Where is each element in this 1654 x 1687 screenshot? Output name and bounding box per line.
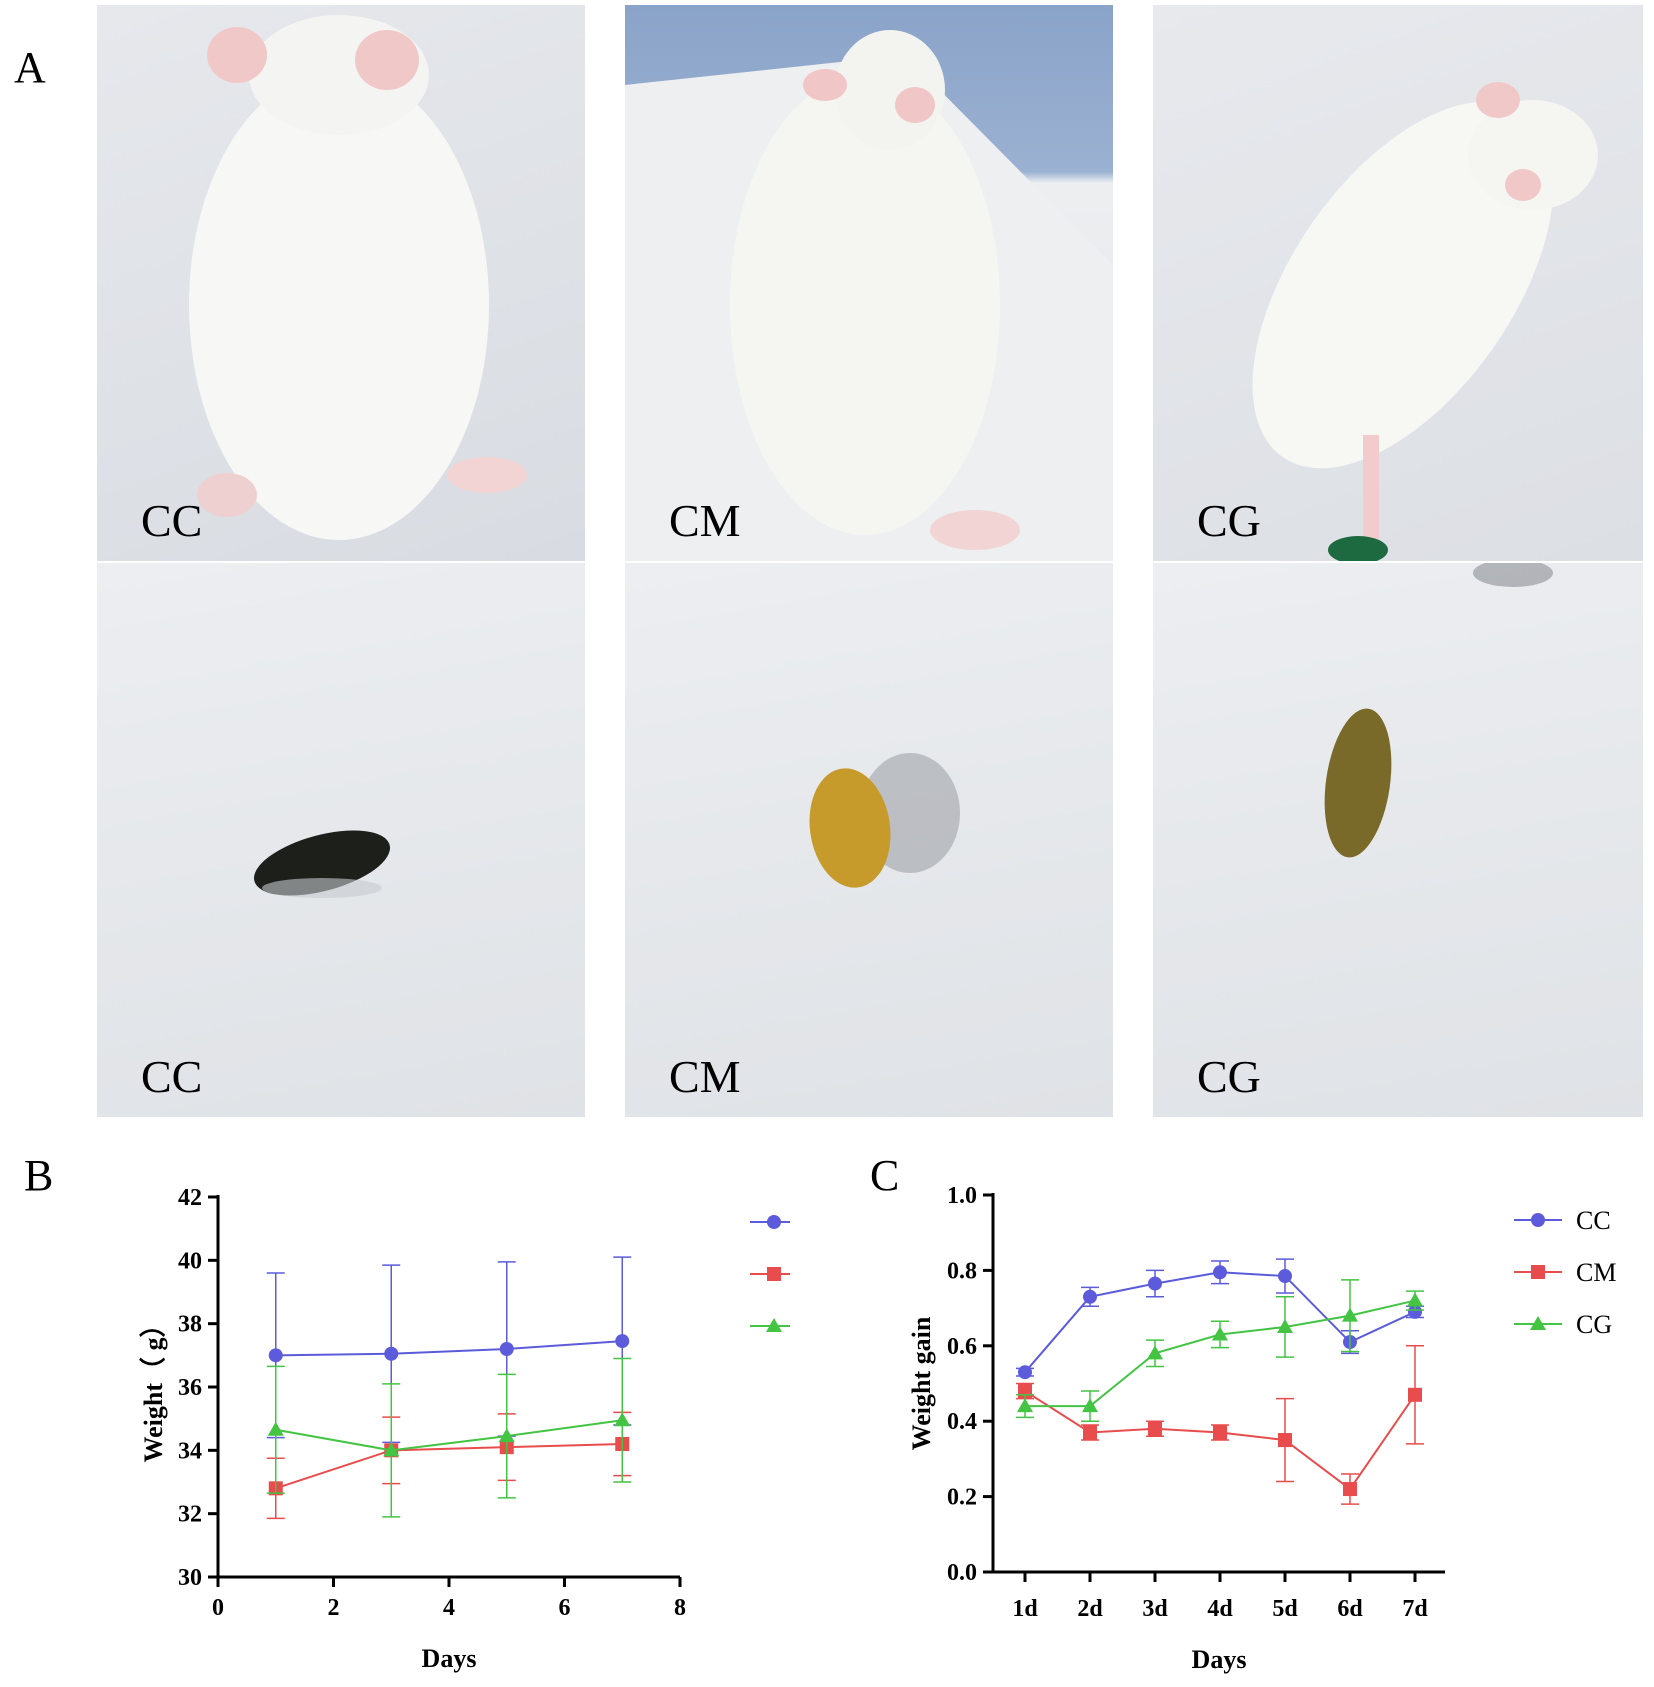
x-tick-label: 4d xyxy=(1207,1596,1233,1622)
data-point xyxy=(384,1346,399,1361)
x-tick-label: 3d xyxy=(1142,1596,1168,1622)
y-tick-label: 0.2 xyxy=(947,1485,977,1511)
x-tick-label: 5d xyxy=(1272,1596,1298,1622)
data-point xyxy=(267,1421,284,1436)
data-point xyxy=(1531,1265,1545,1279)
legend-label: CG xyxy=(1576,1310,1612,1339)
x-tick-label: 7d xyxy=(1402,1596,1428,1622)
data-point xyxy=(383,1442,400,1457)
y-tick-label: 1.0 xyxy=(947,1183,977,1209)
photo-mouse-cm: CM xyxy=(625,5,1113,561)
data-point xyxy=(1407,1292,1423,1307)
mouse-illustration xyxy=(625,30,1113,561)
y-axis-title: Weight gain xyxy=(907,1316,936,1450)
y-tick-label: 38 xyxy=(178,1312,202,1338)
data-point xyxy=(1343,1482,1357,1497)
x-tick-label: 6 xyxy=(559,1595,571,1621)
photo-caption: CM xyxy=(669,1051,741,1102)
feces-illustration xyxy=(809,753,960,888)
data-point xyxy=(268,1348,283,1363)
x-tick-label: 0 xyxy=(212,1595,224,1621)
photo-feces-cg: CG xyxy=(1153,563,1643,1117)
data-point xyxy=(1530,1316,1546,1330)
x-tick-label: 8 xyxy=(674,1595,686,1621)
mouse-illustration xyxy=(189,15,527,540)
y-tick-label: 0.4 xyxy=(947,1409,977,1435)
photo-caption: CC xyxy=(141,1051,203,1102)
x-tick-label: 1d xyxy=(1012,1596,1038,1622)
photo-mouse-cg: CG xyxy=(1153,5,1643,561)
data-point xyxy=(1408,1387,1422,1402)
data-point xyxy=(1342,1307,1358,1322)
photo-caption: CG xyxy=(1197,495,1261,546)
data-point xyxy=(499,1342,514,1356)
x-tick-label: 4 xyxy=(443,1595,455,1621)
panel-b-label: B xyxy=(24,1151,54,1200)
data-point xyxy=(1212,1326,1228,1341)
data-point xyxy=(1147,1345,1163,1360)
data-point xyxy=(615,1334,630,1349)
series-line-cg xyxy=(275,1419,623,1452)
x-tick-label: 2 xyxy=(328,1595,340,1621)
data-point xyxy=(1531,1213,1545,1227)
data-point xyxy=(1017,1398,1033,1413)
photo-feces-cc: CC xyxy=(97,563,585,1117)
data-point xyxy=(1278,1269,1292,1284)
data-point xyxy=(1083,1425,1097,1440)
data-point xyxy=(1018,1365,1032,1380)
data-point xyxy=(767,1267,781,1281)
y-tick-label: 32 xyxy=(178,1502,202,1528)
panel-a-label: A xyxy=(14,43,46,92)
panel-c-label: C xyxy=(870,1151,900,1200)
photo-feces-cm: CM xyxy=(625,563,1113,1117)
legend-label: CC xyxy=(1576,1206,1611,1235)
data-point xyxy=(1408,1304,1422,1319)
data-point xyxy=(1278,1433,1292,1448)
data-point xyxy=(767,1215,781,1229)
photo-caption: CM xyxy=(669,495,741,546)
data-point xyxy=(1213,1265,1227,1280)
series-line-cc xyxy=(275,1340,623,1357)
data-point xyxy=(1083,1289,1097,1304)
data-point xyxy=(766,1318,782,1332)
data-point xyxy=(498,1428,515,1443)
photo-mouse-cc: CC xyxy=(97,5,585,561)
x-axis-title: Days xyxy=(1192,1645,1247,1674)
y-tick-label: 34 xyxy=(178,1438,202,1464)
weight-gain-chart: 0.0 0.2 0.4 0.6 0.8 1.0 1d 2d 3d 4d 5d 6d 7d Days Weig… xyxy=(907,1183,1616,1674)
x-axis-title: Days xyxy=(422,1644,477,1673)
legend-label: CM xyxy=(1576,1258,1616,1287)
data-point xyxy=(1213,1425,1227,1440)
data-point xyxy=(1277,1318,1293,1333)
photo-caption: CC xyxy=(141,495,203,546)
y-tick-label: 30 xyxy=(178,1565,202,1591)
y-tick-label: 0.6 xyxy=(947,1334,977,1360)
mouse-illustration xyxy=(1252,82,1598,561)
y-tick-label: 36 xyxy=(178,1375,202,1401)
series-line-cm xyxy=(275,1443,623,1490)
photo-caption: CG xyxy=(1197,1051,1261,1102)
data-point xyxy=(614,1412,631,1427)
y-tick-label: 0.8 xyxy=(947,1258,977,1284)
y-tick-label: 40 xyxy=(178,1248,202,1274)
data-point xyxy=(1082,1398,1098,1413)
y-axis-title: Weight（ g） xyxy=(139,1312,168,1463)
y-tick-label: 0.0 xyxy=(947,1560,977,1586)
data-point xyxy=(1148,1421,1162,1436)
x-tick-label: 2d xyxy=(1077,1596,1103,1622)
y-tick-label: 42 xyxy=(178,1185,202,1211)
x-tick-label: 6d xyxy=(1337,1596,1363,1622)
data-point xyxy=(1148,1276,1162,1291)
feces-illustration xyxy=(1324,563,1553,858)
feces-illustration xyxy=(253,830,391,898)
